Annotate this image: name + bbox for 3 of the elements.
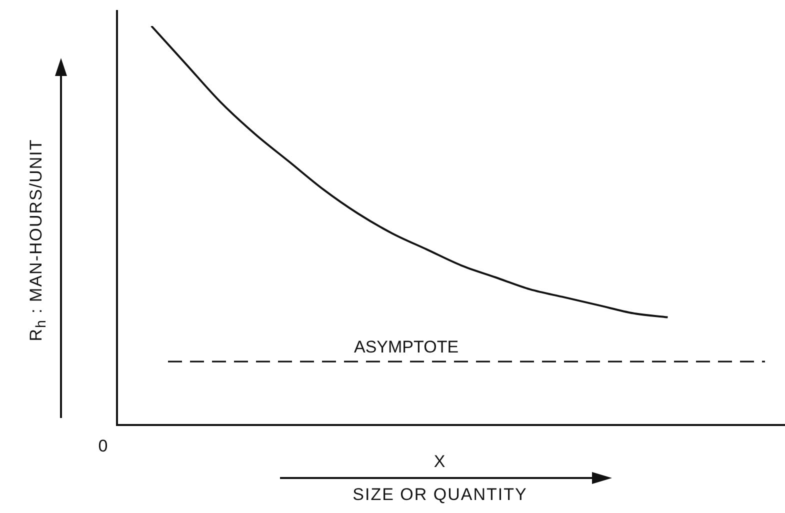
text: 0 [98, 436, 108, 456]
x-axis-title: X SIZE OR QUANTITY [352, 452, 528, 505]
ref-line-label: ASYMPTOTE [354, 338, 459, 357]
